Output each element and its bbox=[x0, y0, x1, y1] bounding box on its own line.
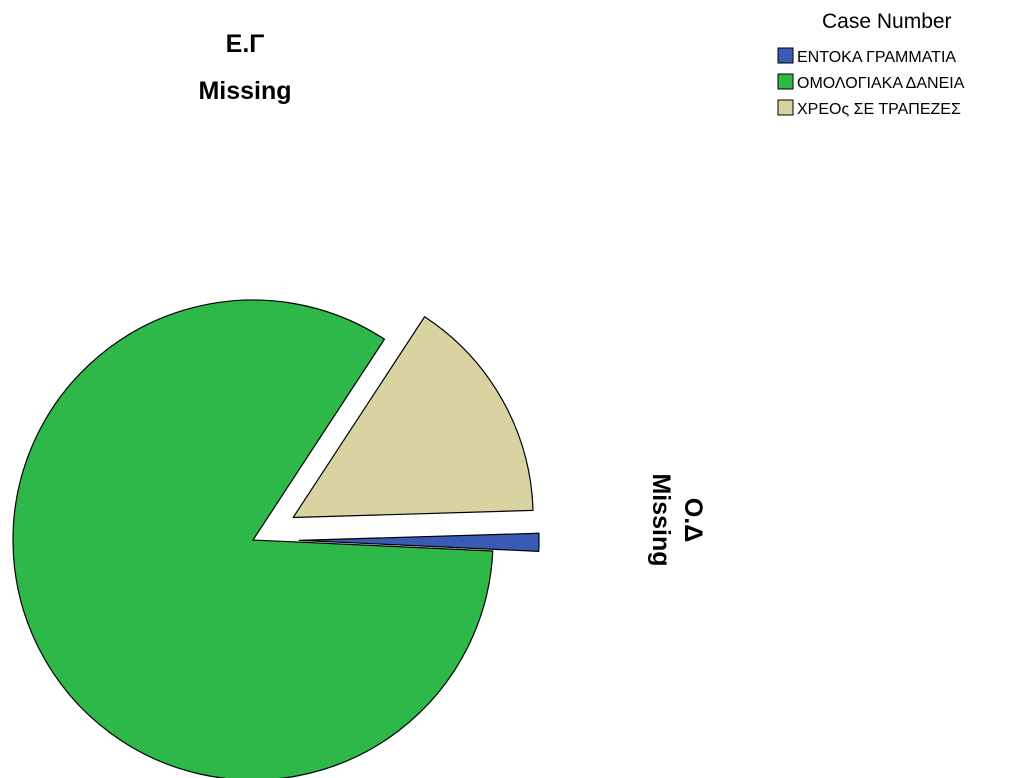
annotation-od: Ο.Δ Missing bbox=[647, 473, 707, 566]
annotation-od-line1: Ο.Δ bbox=[679, 498, 707, 542]
legend-title: Case Number bbox=[822, 10, 952, 33]
pie-slices bbox=[12, 299, 540, 778]
annotation-od-line2: Missing bbox=[647, 473, 675, 566]
pie-slice-0 bbox=[298, 532, 540, 552]
legend-swatch-0 bbox=[777, 47, 794, 64]
legend-label-0: ΕΝΤΟΚΑ ΓΡΑΜΜΑΤΙΑ bbox=[797, 49, 956, 66]
legend-swatch-1 bbox=[777, 73, 794, 90]
legend-label-1: ΟΜΟΛΟΓΙΑΚΑ ΔΑΝΕΙΑ bbox=[797, 75, 965, 92]
legend: Case Number ΕΝΤΟΚΑ ΓΡΑΜΜΑΤΙΑ ΟΜΟΛΟΓΙΑΚΑ … bbox=[777, 10, 965, 118]
pie-slice-2 bbox=[292, 316, 534, 519]
annotation-eg-line2: Missing bbox=[198, 77, 291, 105]
legend-swatch-2 bbox=[777, 99, 794, 116]
legend-label-2: ΧΡΕΟς ΣΕ ΤΡΑΠΕΖΕΣ bbox=[797, 101, 961, 118]
annotation-eg-line1: Ε.Γ bbox=[226, 30, 265, 58]
pie-slice-1 bbox=[12, 299, 494, 778]
